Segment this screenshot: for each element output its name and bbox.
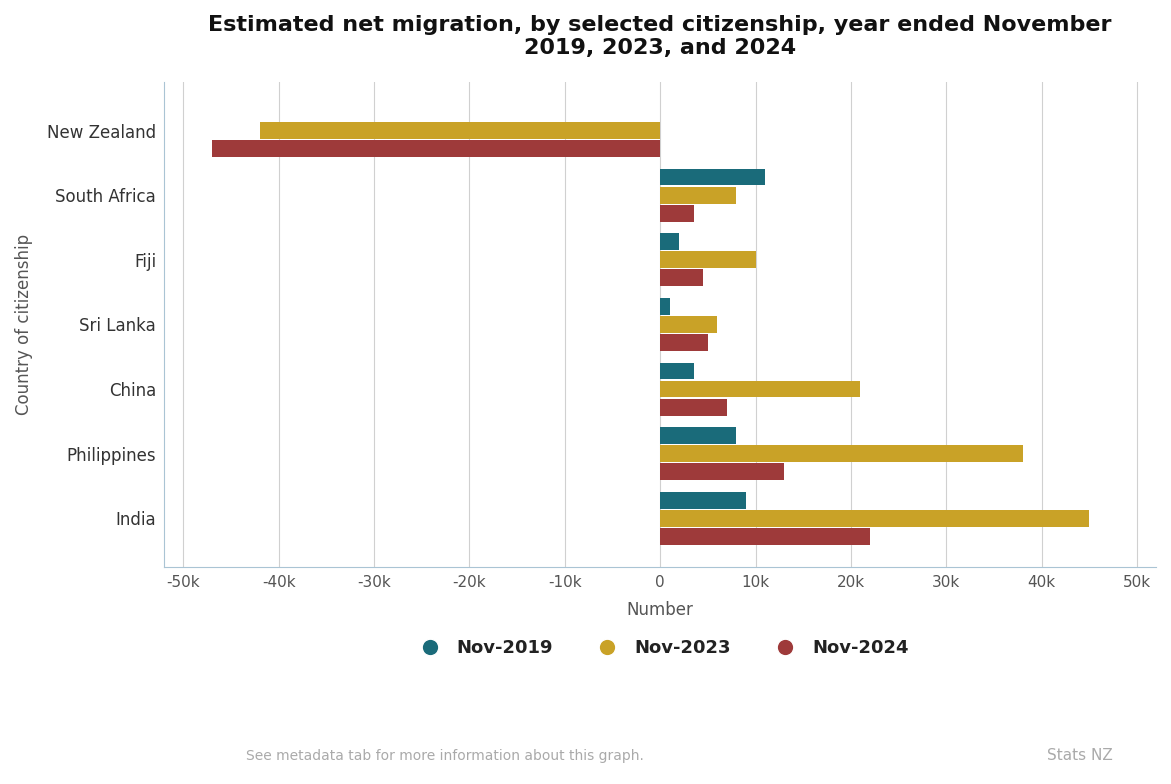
Bar: [660, 169, 765, 186]
Bar: [660, 334, 707, 351]
Bar: [660, 362, 693, 379]
Bar: [660, 463, 785, 480]
Bar: [660, 492, 746, 509]
Bar: [660, 234, 679, 250]
Bar: [660, 316, 718, 332]
Bar: [660, 528, 870, 545]
Title: Estimated net migration, by selected citizenship, year ended November
2019, 2023: Estimated net migration, by selected cit…: [208, 15, 1112, 58]
Bar: [660, 252, 755, 268]
Bar: [660, 187, 737, 204]
Bar: [660, 510, 1089, 527]
Y-axis label: Country of citizenship: Country of citizenship: [15, 234, 33, 415]
Bar: [260, 122, 660, 139]
Bar: [660, 445, 1022, 462]
Text: Stats NZ: Stats NZ: [1047, 749, 1112, 764]
Bar: [660, 399, 727, 416]
Bar: [660, 205, 693, 222]
Legend: Nov-2019, Nov-2023, Nov-2024: Nov-2019, Nov-2023, Nov-2024: [404, 632, 916, 665]
Bar: [660, 298, 670, 314]
Bar: [212, 140, 660, 157]
X-axis label: Number: Number: [626, 601, 693, 619]
Bar: [660, 427, 737, 444]
Bar: [660, 380, 861, 397]
Text: See metadata tab for more information about this graph.: See metadata tab for more information ab…: [246, 750, 644, 764]
Bar: [660, 270, 703, 286]
